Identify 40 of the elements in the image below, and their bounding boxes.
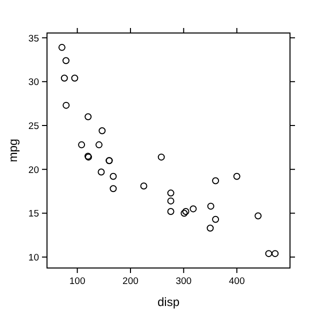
point bbox=[110, 185, 117, 192]
y-tick-label: 10 bbox=[28, 252, 39, 264]
x-tick-label: 100 bbox=[69, 276, 86, 287]
point bbox=[272, 250, 279, 258]
point bbox=[167, 197, 174, 204]
x-tick-label: 400 bbox=[228, 276, 245, 287]
point bbox=[182, 208, 190, 215]
x-tick-label: 300 bbox=[176, 276, 192, 287]
point bbox=[71, 74, 78, 82]
y-tick-label: 20 bbox=[28, 164, 39, 176]
point bbox=[212, 177, 220, 184]
x-tick-label: 200 bbox=[122, 276, 138, 287]
y-tick-label: 30 bbox=[28, 77, 39, 88]
point bbox=[167, 208, 174, 215]
point bbox=[98, 127, 106, 134]
x-axis-title: disp bbox=[157, 295, 180, 309]
point bbox=[254, 212, 262, 220]
point bbox=[62, 57, 70, 64]
point bbox=[180, 210, 188, 217]
y-tick-label: 15 bbox=[28, 208, 39, 220]
point bbox=[62, 102, 70, 109]
point bbox=[265, 250, 272, 258]
point bbox=[84, 113, 92, 120]
point bbox=[167, 190, 174, 197]
point bbox=[78, 141, 86, 148]
point bbox=[96, 141, 103, 148]
point bbox=[158, 154, 165, 161]
y-axis-title: mpg bbox=[6, 138, 20, 162]
point bbox=[206, 224, 214, 232]
point bbox=[98, 168, 105, 176]
y-tick-label: 35 bbox=[28, 33, 39, 44]
point bbox=[190, 205, 197, 212]
point bbox=[60, 74, 68, 82]
y-tick-label: 25 bbox=[28, 121, 39, 132]
point bbox=[110, 172, 117, 180]
point bbox=[58, 44, 66, 51]
point bbox=[140, 182, 148, 190]
point bbox=[212, 216, 220, 223]
point bbox=[233, 172, 240, 180]
point bbox=[207, 202, 214, 210]
